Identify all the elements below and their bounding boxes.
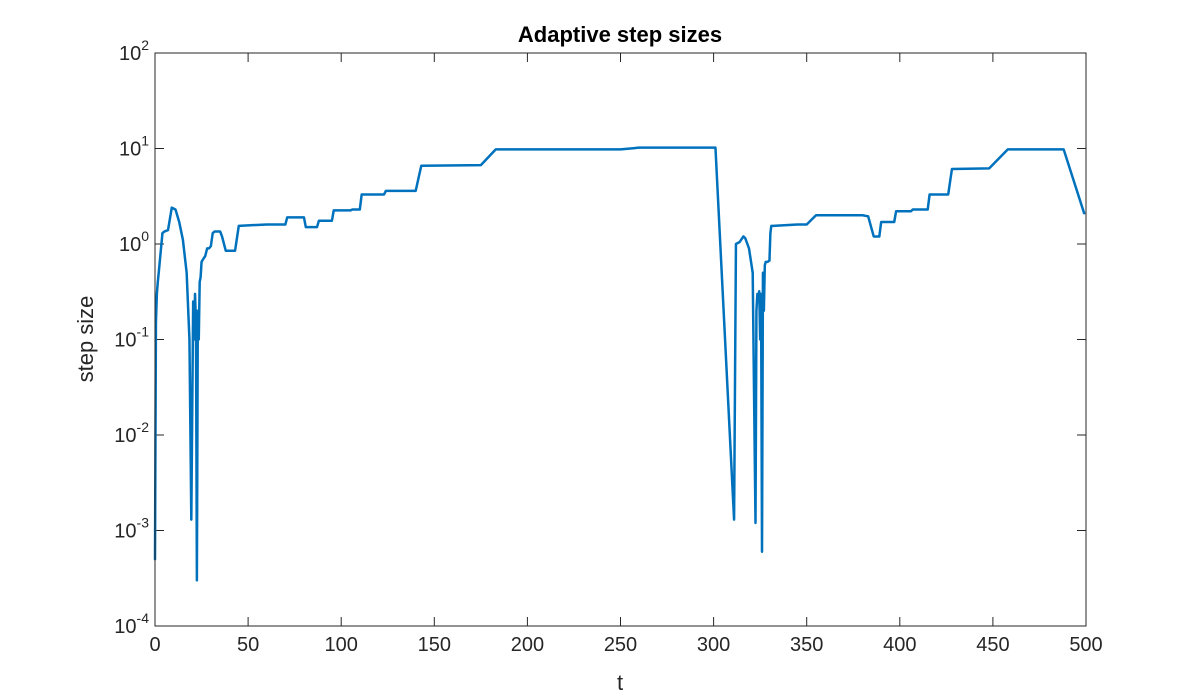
y-tick-label-base: 10 [114, 616, 136, 638]
x-tick-label: 0 [149, 634, 160, 656]
y-tick-label-exponent: 2 [141, 37, 149, 53]
y-tick-label-base: 10 [119, 234, 141, 256]
y-tick-label: 100 [119, 228, 149, 256]
y-tick-label-exponent: -4 [137, 610, 150, 626]
x-tick-label: 450 [976, 634, 1009, 656]
x-tick-label: 400 [883, 634, 916, 656]
y-tick-label-exponent: -1 [137, 324, 150, 340]
y-tick-label: 10-3 [114, 515, 149, 543]
x-tick-label: 100 [325, 634, 358, 656]
y-tick-label-exponent: -2 [137, 419, 150, 435]
x-tick-label: 350 [790, 634, 823, 656]
x-tick-label: 300 [697, 634, 730, 656]
y-tick-label-base: 10 [114, 330, 136, 352]
x-tick-label: 150 [418, 634, 451, 656]
y-tick-label-base: 10 [119, 43, 141, 65]
x-tick-label: 250 [604, 634, 637, 656]
y-tick-label: 10-4 [114, 610, 149, 638]
x-tick-label: 50 [237, 634, 259, 656]
x-tick-label: 200 [511, 634, 544, 656]
y-tick-label: 101 [119, 133, 149, 161]
y-tick-label-exponent: -3 [137, 515, 150, 531]
y-tick-label-exponent: 1 [141, 133, 149, 149]
chart-title: Adaptive step sizes [518, 22, 722, 47]
y-tick-label-base: 10 [119, 139, 141, 161]
y-axis-label: step size [73, 296, 98, 383]
tick-labels: 0 50 100 150 200 250 300 350 400 450 50010-410-310… [114, 37, 1102, 656]
y-tick-label: 10-2 [114, 419, 149, 447]
y-tick-label: 10-1 [114, 324, 149, 352]
y-tick-label-base: 10 [114, 425, 136, 447]
series-group [153, 146, 1086, 582]
x-tick-label: 500 [1069, 634, 1102, 656]
x-axis-label: t [617, 670, 623, 695]
y-tick-label: 102 [119, 37, 149, 65]
axes-box [154, 52, 1087, 627]
series-line-0 [153, 146, 1086, 582]
y-tick-label-exponent: 0 [141, 228, 149, 244]
y-tick-label-base: 10 [114, 521, 136, 543]
plot-area [155, 53, 1086, 626]
